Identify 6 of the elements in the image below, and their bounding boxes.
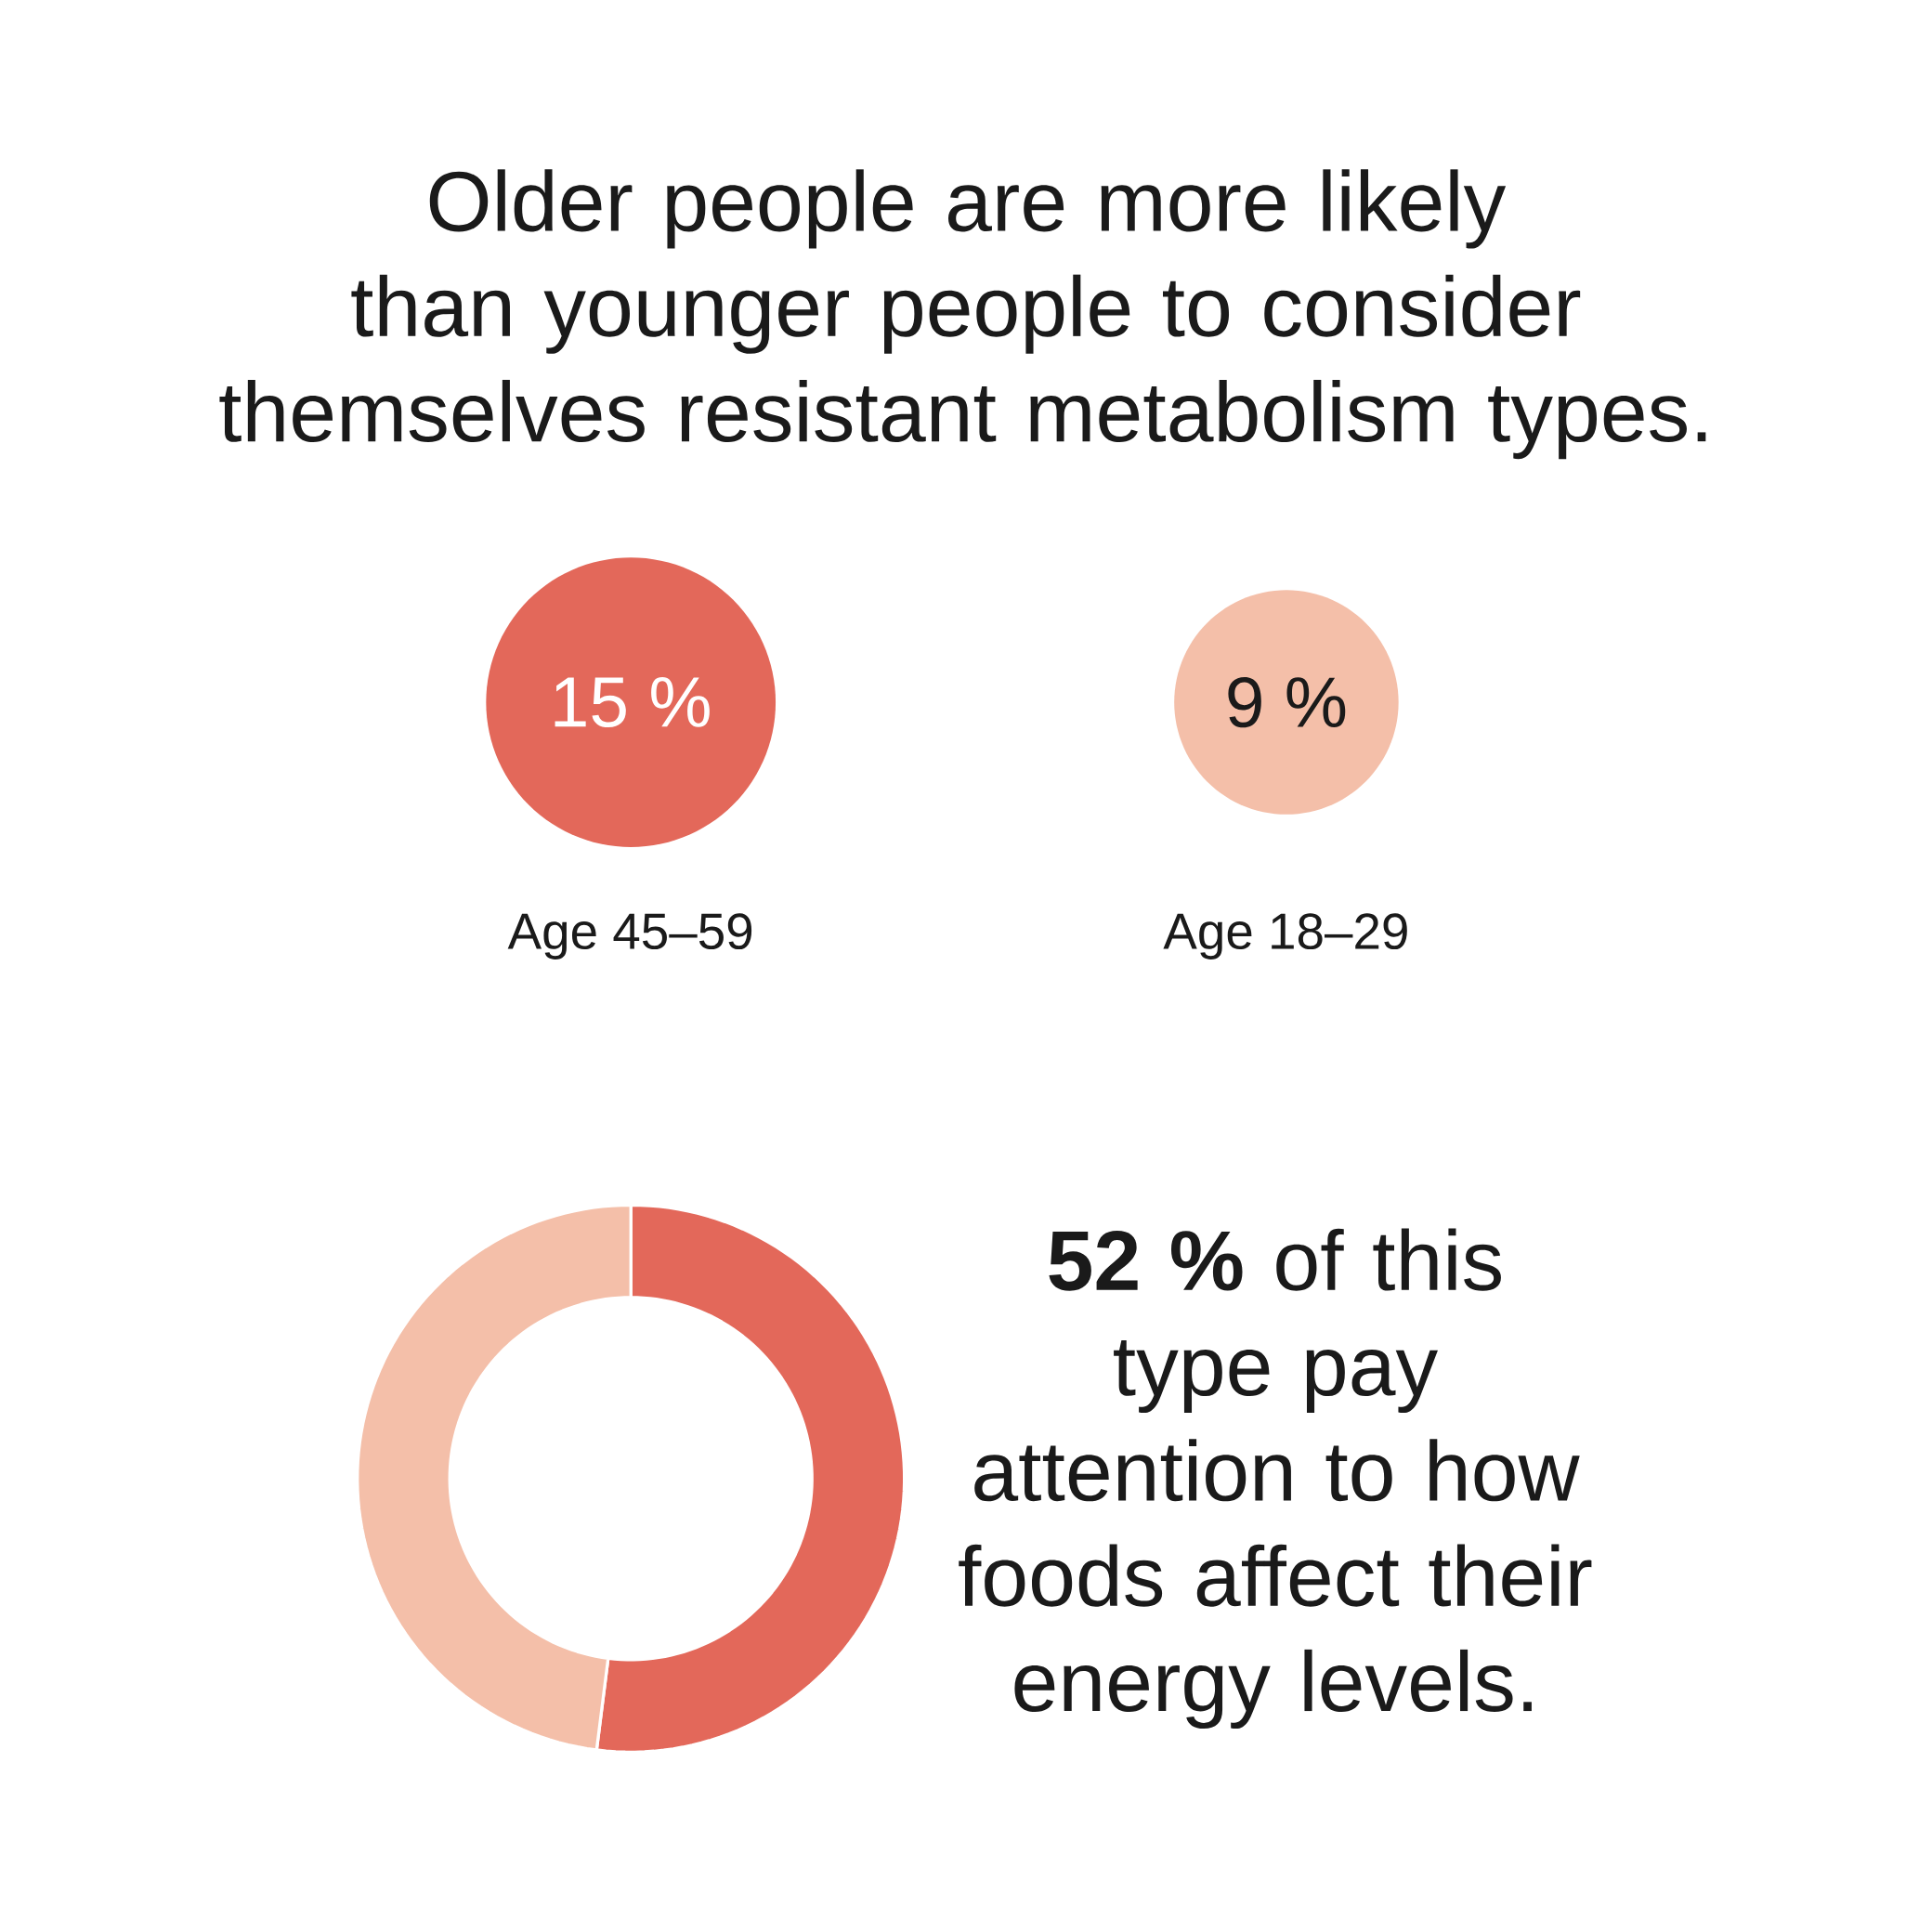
category-label: Age 18–29 <box>1163 913 1407 959</box>
data-label: 9 % <box>1228 676 1346 728</box>
category-label: Age 45–59 <box>507 913 752 959</box>
text: 52 % of this type pay attention to how foods affect their energy levels. <box>959 1228 1592 1730</box>
data-label: 15 % <box>555 677 710 728</box>
text: Older people are more likely than younger people to consider themselves resistant metabolism types. <box>219 169 1706 460</box>
